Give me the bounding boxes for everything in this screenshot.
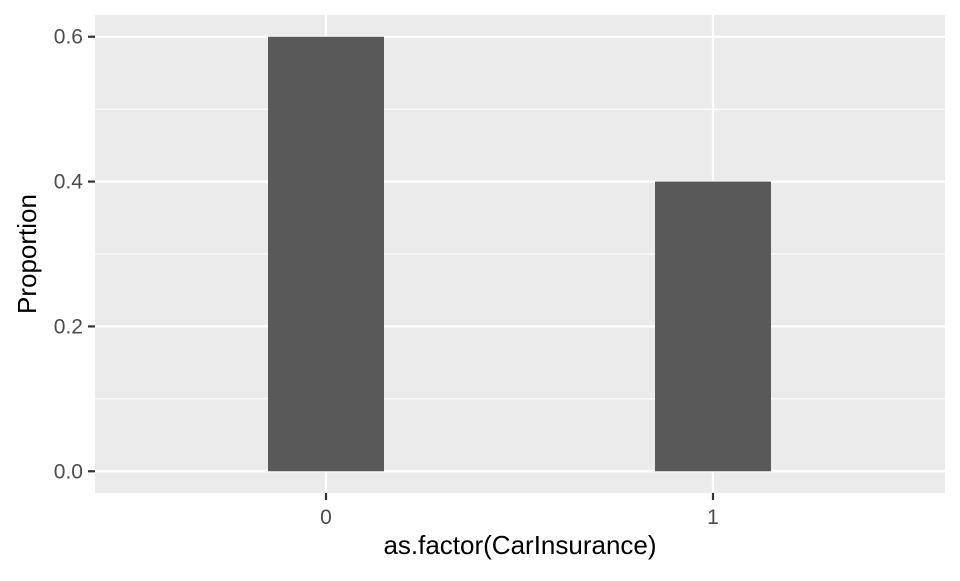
bar-0 bbox=[268, 36, 384, 472]
y-axis-title: Proportion bbox=[12, 194, 42, 314]
x-tick-label: 0 bbox=[320, 506, 332, 529]
y-tick-label: 0.4 bbox=[54, 171, 84, 194]
x-tick-label: 1 bbox=[707, 506, 719, 529]
minor-gridlines bbox=[95, 108, 945, 400]
y-tick-label: 0.2 bbox=[54, 315, 83, 338]
y-axis: 0.0 0.2 0.4 0.6 bbox=[54, 26, 95, 483]
y-tick-label: 0.6 bbox=[54, 26, 83, 49]
bar-1 bbox=[655, 181, 771, 472]
bars bbox=[268, 36, 771, 472]
x-axis-title: as.factor(CarInsurance) bbox=[383, 530, 656, 560]
y-tick-label: 0.0 bbox=[54, 460, 83, 483]
